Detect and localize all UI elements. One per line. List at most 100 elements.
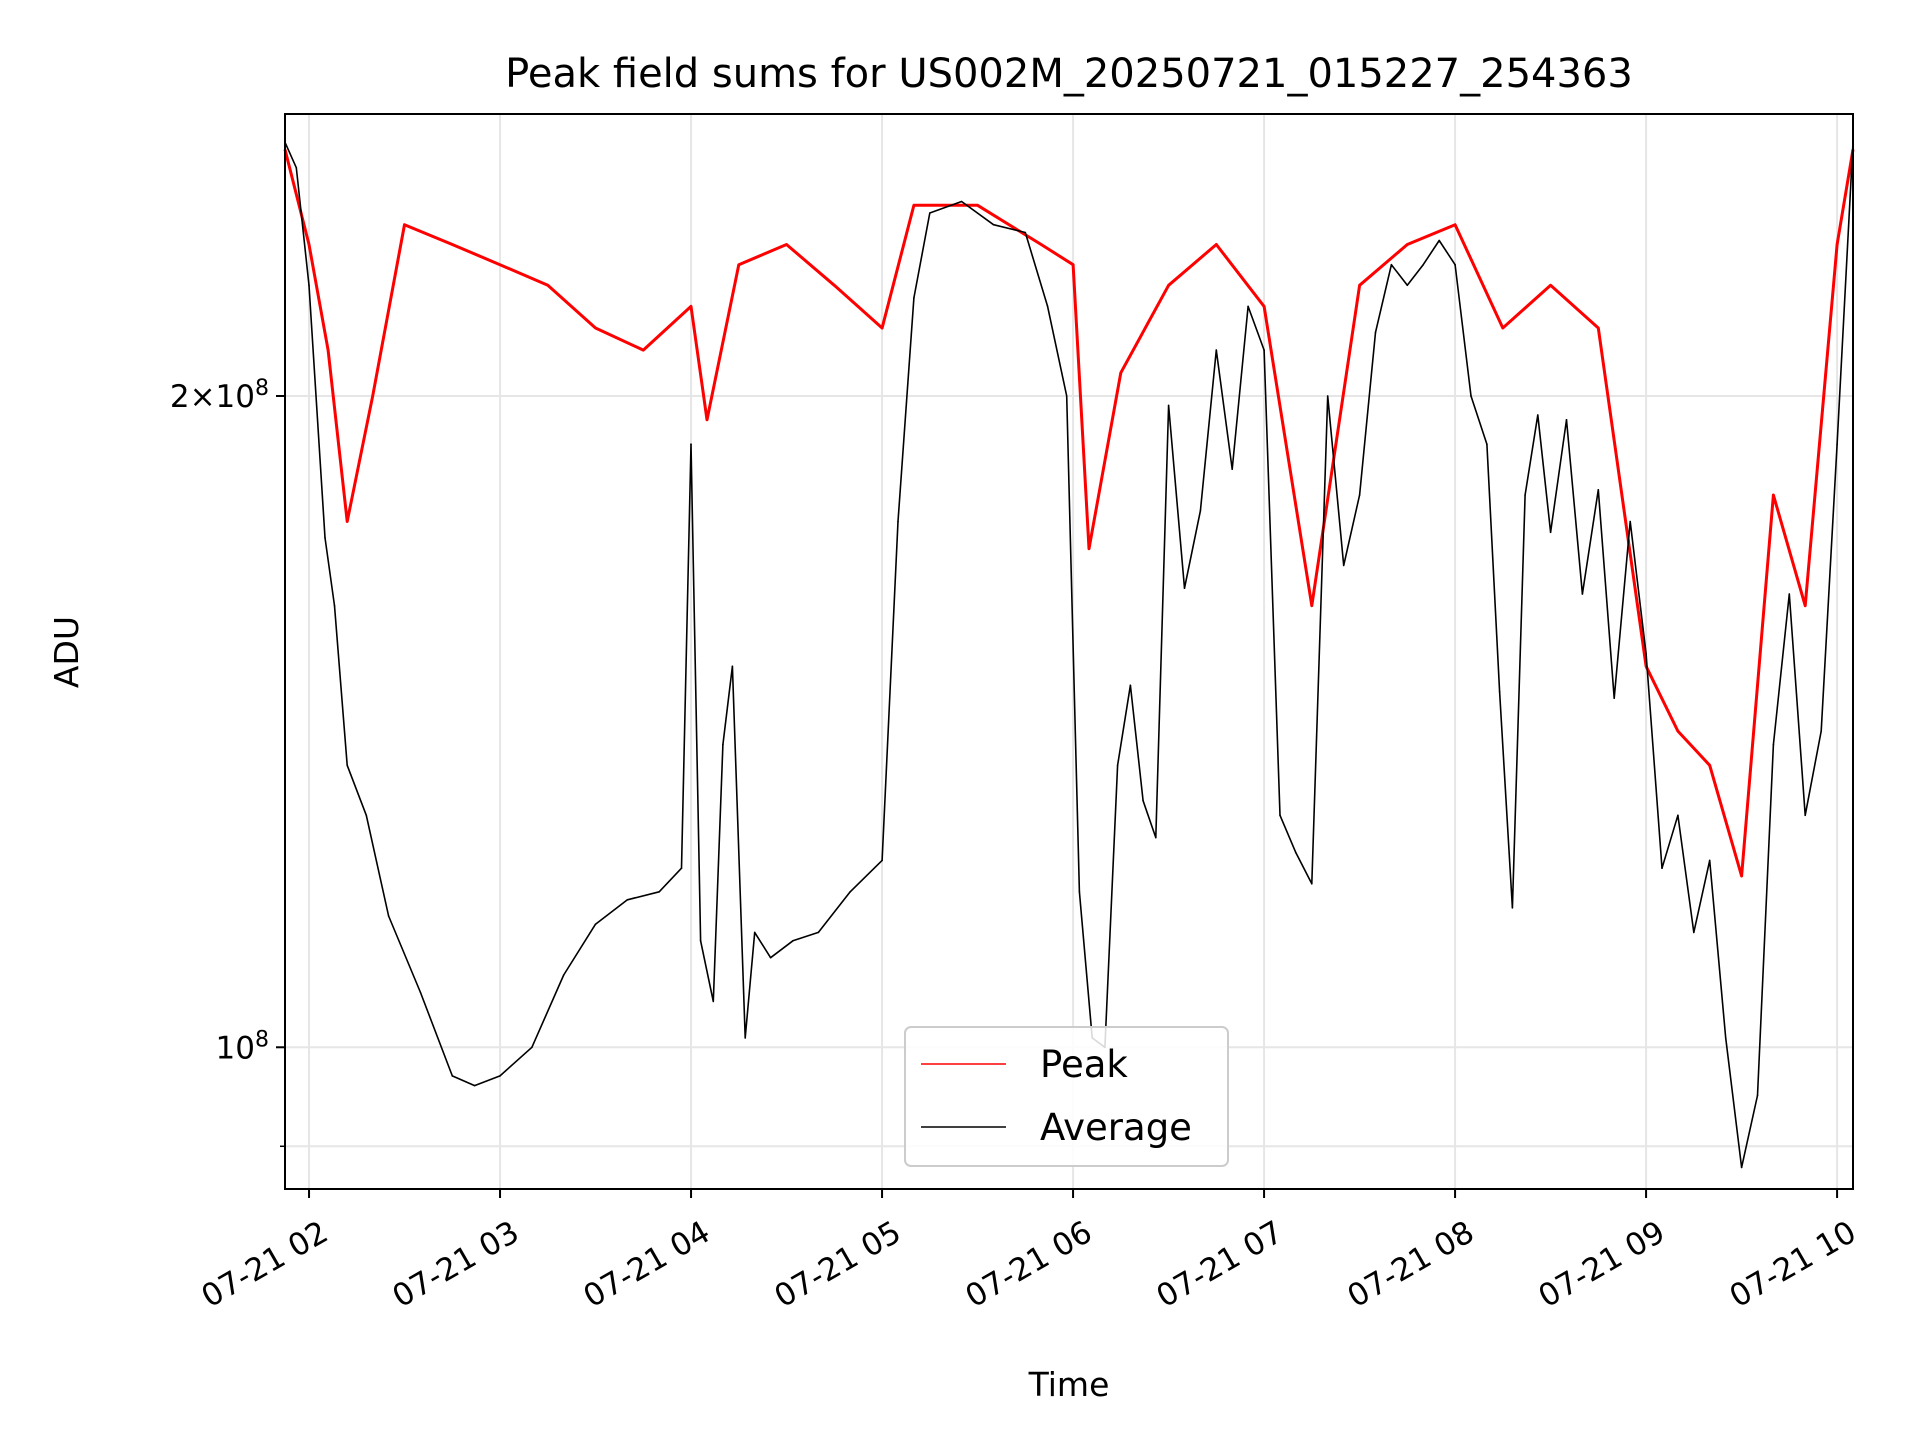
average-point	[365, 814, 368, 817]
average-point	[419, 991, 422, 994]
peak-point	[1040, 243, 1042, 246]
peak-point	[594, 327, 597, 329]
average-point	[1613, 697, 1615, 699]
peak-point	[1215, 243, 1218, 246]
average-point	[346, 764, 349, 767]
average-point	[1155, 836, 1157, 839]
average-point	[1024, 231, 1027, 234]
average-point	[308, 284, 310, 287]
average-point	[1486, 443, 1488, 446]
peak-point	[499, 263, 501, 266]
peak-point	[1677, 730, 1679, 732]
chart-title: Peak field sums for US002M_20250721_0152…	[505, 51, 1633, 97]
y-tick-label: 2×108	[170, 375, 269, 415]
average-point	[1661, 867, 1663, 869]
average-point	[324, 536, 326, 539]
average-point	[333, 604, 336, 607]
average-point	[699, 940, 702, 942]
average-point	[1247, 305, 1249, 308]
average-point	[1438, 239, 1440, 242]
average-point	[960, 200, 963, 203]
peak-point	[1740, 875, 1743, 877]
legend: Peak Average	[904, 1026, 1229, 1167]
peak-point	[976, 204, 979, 207]
average-point	[1454, 263, 1456, 266]
average-point	[1820, 730, 1822, 732]
peak-point	[913, 204, 915, 207]
average-point	[1311, 883, 1313, 885]
peak-point	[1836, 243, 1838, 246]
average-point	[295, 166, 298, 169]
average-point	[1772, 743, 1775, 746]
series-layer	[283, 141, 1855, 1169]
average-point	[881, 859, 883, 862]
average-point	[1231, 468, 1233, 471]
average-point	[451, 1075, 454, 1077]
peak-point	[1263, 305, 1265, 308]
average-point	[1511, 907, 1514, 909]
average-point	[1677, 814, 1679, 817]
peak-point	[706, 419, 708, 421]
legend-box	[904, 1026, 1229, 1167]
peak-point	[1120, 372, 1122, 374]
peak-point	[1167, 284, 1170, 287]
average-point	[712, 1000, 715, 1003]
average-point	[744, 1037, 746, 1039]
average-point	[1836, 443, 1838, 446]
peak-point	[1358, 284, 1361, 287]
average-point	[1326, 395, 1329, 397]
average-point	[1374, 331, 1377, 334]
legend-label-peak: Peak	[1040, 1043, 1128, 1086]
average-point	[531, 1046, 533, 1049]
average-point	[1358, 494, 1361, 496]
average-point	[897, 520, 899, 523]
x-axis-label: Time	[1028, 1365, 1110, 1404]
average-point	[1142, 800, 1144, 802]
average-point	[1199, 510, 1202, 512]
average-point	[1295, 852, 1297, 854]
average-point	[817, 931, 820, 934]
peak-point	[346, 520, 349, 523]
average-point	[1549, 531, 1552, 534]
average-point	[792, 940, 794, 942]
peak-point	[642, 349, 645, 351]
average-point	[769, 956, 772, 959]
peak-point	[1708, 764, 1711, 767]
average-point	[1279, 814, 1281, 817]
average-point	[1708, 859, 1711, 862]
average-point	[1581, 593, 1584, 595]
average-point	[1537, 414, 1539, 416]
peak-point	[1072, 263, 1074, 266]
average-point	[626, 899, 629, 901]
y-tick-label: 108	[216, 1027, 269, 1067]
average-point	[1046, 305, 1049, 308]
peak-point	[308, 243, 310, 246]
average-point	[731, 665, 734, 668]
series-line-average	[284, 141, 1854, 1169]
average-point	[499, 1075, 501, 1077]
average-point	[594, 923, 597, 925]
average-point	[1524, 494, 1526, 496]
peak-point	[785, 243, 788, 246]
peak-point	[738, 263, 740, 266]
peak-point	[833, 284, 836, 287]
average-point	[1342, 564, 1345, 567]
average-point	[1629, 520, 1631, 523]
peak-point	[1311, 604, 1313, 607]
peak-point	[547, 284, 549, 287]
average-point	[722, 743, 724, 746]
average-point	[1422, 263, 1424, 266]
average-point	[473, 1084, 476, 1087]
average-point	[690, 443, 692, 446]
average-point	[1129, 684, 1132, 687]
peak-point	[1502, 327, 1504, 329]
peak-point	[1454, 223, 1456, 226]
average-point	[680, 867, 683, 869]
peak-point	[371, 395, 374, 397]
average-point	[1470, 395, 1472, 397]
peak-point	[881, 327, 883, 329]
average-point	[913, 297, 915, 299]
average-point	[1116, 764, 1119, 767]
